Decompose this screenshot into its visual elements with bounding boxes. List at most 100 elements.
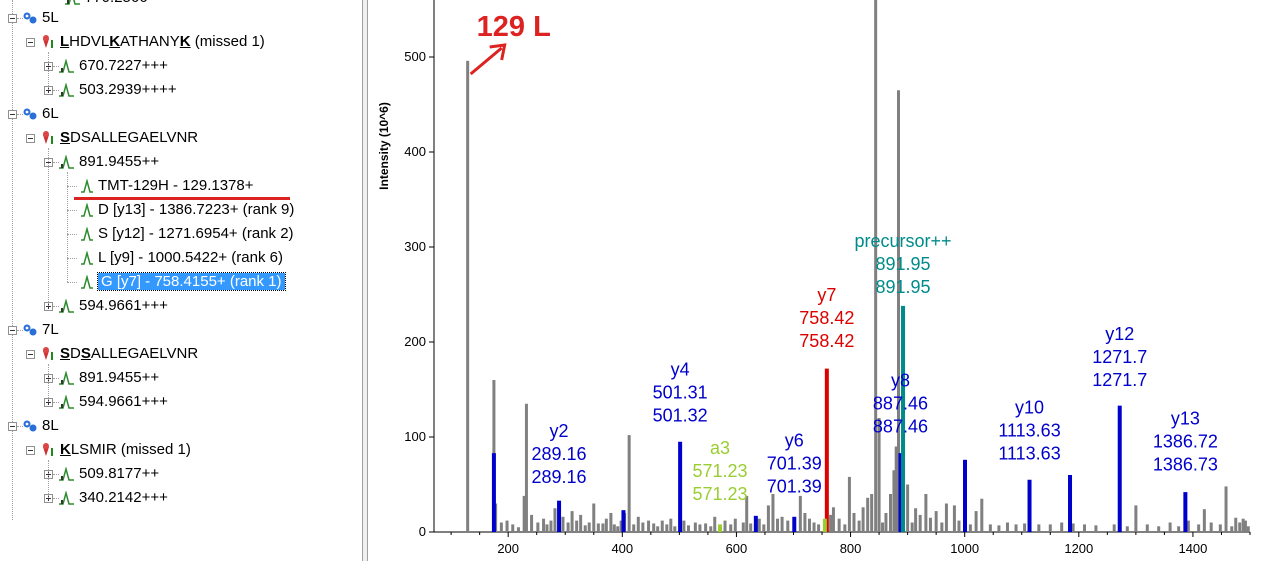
gray-peak bbox=[641, 522, 645, 532]
collapse-toggle[interactable] bbox=[26, 134, 35, 143]
y-tick-label: 400 bbox=[404, 144, 426, 159]
transition-item[interactable]: TMT-129H - 129.1378+ bbox=[80, 176, 254, 196]
gray-peak bbox=[545, 524, 549, 532]
gray-peak bbox=[1202, 509, 1206, 532]
gray-peak bbox=[877, 418, 881, 532]
gray-peak bbox=[881, 522, 885, 532]
gray-peak bbox=[612, 524, 616, 532]
gray-peak bbox=[843, 524, 847, 532]
gray-peak bbox=[776, 518, 780, 532]
gray-peak bbox=[980, 498, 984, 532]
precursor-label: 340.2142+++ bbox=[79, 489, 168, 506]
peptide-item[interactable]: SDSALLEGAELVNR bbox=[40, 344, 198, 364]
spectrum-chart: 0 100 200 300 400 500 200 400 600 800 1000 1200 1400… bbox=[368, 0, 1273, 561]
gray-peak bbox=[762, 524, 766, 532]
precursor-label: 670.7227+++ bbox=[79, 57, 168, 74]
ion-label: 501.32 bbox=[653, 405, 708, 425]
ion-label: 1271.7 bbox=[1092, 370, 1147, 390]
gray-peak bbox=[757, 518, 761, 532]
gray-peak bbox=[1048, 524, 1052, 532]
precursor-item[interactable]: 670.7227+++ bbox=[58, 56, 168, 76]
gray-peak bbox=[1224, 486, 1228, 532]
gray-peak bbox=[749, 523, 753, 532]
gray-peak bbox=[1014, 524, 1018, 532]
precursor-item[interactable]: 594.9661+++ bbox=[58, 296, 168, 316]
blue-peak bbox=[1068, 475, 1073, 532]
ion-label: y10 bbox=[1015, 397, 1044, 417]
ion-label: y4 bbox=[671, 359, 690, 379]
gray-peak bbox=[974, 511, 978, 532]
peptide-item[interactable]: SDSALLEGAELVNR bbox=[40, 128, 198, 148]
gray-peak bbox=[723, 520, 727, 532]
gray-peak bbox=[906, 484, 910, 532]
collapse-toggle[interactable] bbox=[26, 446, 35, 455]
ion-label: y2 bbox=[550, 421, 569, 441]
transition-label: TMT-129H - 129.1378+ bbox=[98, 177, 254, 194]
peptide-item[interactable]: KLSMIR (missed 1) bbox=[40, 440, 191, 460]
precursor-item[interactable]: 509.8177++ bbox=[58, 464, 159, 484]
peptide-item[interactable]: LHDVLKATHANYK (missed 1) bbox=[40, 32, 265, 52]
x-tick-label: 600 bbox=[726, 541, 748, 556]
precursor-item[interactable]: 891.9455++ bbox=[58, 368, 159, 388]
gray-peak bbox=[837, 518, 841, 532]
precursor-item[interactable]: 770.2566 bbox=[64, 0, 148, 8]
gray-peak bbox=[669, 518, 673, 532]
ion-label: 1113.63 bbox=[998, 420, 1060, 440]
gray-peak bbox=[766, 505, 770, 532]
ion-label: 891.95 bbox=[875, 254, 930, 274]
collapse-toggle[interactable] bbox=[26, 38, 35, 47]
group-item[interactable]: 5L bbox=[22, 8, 59, 28]
gray-peak bbox=[928, 517, 932, 532]
transition-label: G [y7] - 758.4155+ (rank 1) bbox=[97, 272, 286, 291]
gray-peak bbox=[1177, 526, 1181, 532]
ion-label: y13 bbox=[1171, 409, 1200, 429]
gray-peak bbox=[1157, 526, 1161, 532]
collapse-toggle[interactable] bbox=[8, 326, 17, 335]
transition-item[interactable]: S [y12] - 1271.6954+ (rank 2) bbox=[80, 224, 294, 244]
transition-item[interactable]: L [y9] - 1000.5422+ (rank 6) bbox=[80, 248, 283, 268]
splitter[interactable] bbox=[362, 0, 368, 561]
gray-peak bbox=[511, 524, 515, 532]
transition-item[interactable]: D [y13] - 1386.7223+ (rank 9) bbox=[80, 200, 294, 220]
transition-item[interactable]: G [y7] - 758.4155+ (rank 1) bbox=[80, 272, 286, 292]
gray-peak bbox=[892, 470, 896, 532]
precursor-item[interactable]: 891.9455++ bbox=[58, 152, 159, 172]
collapse-toggle[interactable] bbox=[26, 350, 35, 359]
collapse-toggle[interactable] bbox=[8, 110, 17, 119]
gray-peak bbox=[698, 524, 702, 532]
ion-label: 701.39 bbox=[767, 477, 822, 497]
gray-peak bbox=[682, 520, 686, 532]
gray-peak bbox=[1218, 524, 1222, 532]
precursor-item[interactable]: 340.2142+++ bbox=[58, 488, 168, 508]
gray-peak bbox=[831, 507, 835, 532]
gray-peak bbox=[660, 520, 664, 532]
gray-peak bbox=[596, 523, 600, 532]
gray-peak bbox=[561, 516, 565, 532]
gray-peak bbox=[1005, 522, 1009, 532]
y-tick-label: 100 bbox=[404, 429, 426, 444]
group-item[interactable]: 8L bbox=[22, 416, 59, 436]
group-label: 6L bbox=[42, 105, 59, 122]
collapse-toggle[interactable] bbox=[8, 14, 17, 23]
gray-peak bbox=[1234, 517, 1238, 532]
gray-peak bbox=[530, 514, 534, 532]
callout-label: 129 L bbox=[477, 11, 551, 43]
precursor-item[interactable]: 503.2939++++ bbox=[58, 80, 177, 100]
gray-peak bbox=[627, 435, 631, 532]
blue-peak bbox=[753, 515, 758, 532]
gray-peak bbox=[957, 520, 961, 532]
group-item[interactable]: 6L bbox=[22, 104, 59, 124]
gray-peak bbox=[652, 523, 656, 532]
gray-peak bbox=[894, 446, 898, 532]
group-item[interactable]: 7L bbox=[22, 320, 59, 340]
gray-peak bbox=[601, 523, 605, 532]
ion-label: 571.23 bbox=[692, 461, 747, 481]
gray-peak bbox=[780, 516, 784, 532]
ion-label: a3 bbox=[710, 438, 730, 458]
collapse-toggle[interactable] bbox=[8, 422, 17, 431]
peptide-tree: 770.2566 5L LHDVLKATHANYK (missed 1) 670.72… bbox=[0, 0, 362, 561]
x-tick-label: 800 bbox=[840, 541, 862, 556]
teal-peak bbox=[901, 305, 906, 532]
gray-peak bbox=[807, 518, 811, 532]
precursor-item[interactable]: 594.9661+++ bbox=[58, 392, 168, 412]
